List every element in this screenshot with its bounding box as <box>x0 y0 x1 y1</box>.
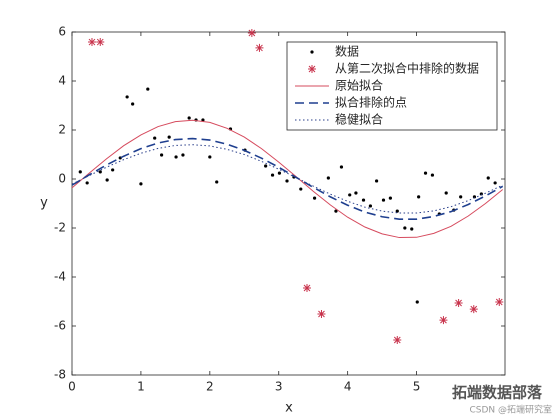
data-point <box>423 171 428 175</box>
data-point <box>146 87 150 91</box>
legend-label: 原始拟合 <box>335 78 383 93</box>
x-tick-label: 1 <box>137 380 145 394</box>
y-tick-label: 0 <box>58 172 66 186</box>
legend-label: 数据 <box>335 44 359 59</box>
data-point <box>78 170 82 174</box>
data-point <box>105 178 109 182</box>
data-point <box>98 170 102 174</box>
data-point <box>174 155 178 159</box>
y-tick-label: 6 <box>58 25 66 39</box>
data-point <box>264 164 268 168</box>
watermark: CSDN @拓端研究室 <box>469 404 552 416</box>
y-tick-label: -2 <box>54 221 66 235</box>
outlier-marker <box>255 43 264 52</box>
outlier-marker <box>495 297 504 306</box>
data-point <box>285 179 289 183</box>
x-tick-label: 4 <box>344 380 352 394</box>
legend-label: 从第二次拟合中排除的数据 <box>335 61 479 76</box>
x-tick-label: 5 <box>413 380 421 394</box>
data-point <box>395 209 399 213</box>
data-point <box>368 204 372 208</box>
data-point <box>334 209 338 213</box>
data-point <box>459 195 463 199</box>
data-point <box>417 195 421 199</box>
data-point <box>131 102 135 106</box>
data-point <box>270 173 275 177</box>
series <box>87 28 504 344</box>
data-point <box>215 180 219 184</box>
legend-symbol <box>310 50 314 54</box>
data-point <box>348 193 352 197</box>
fit-line <box>71 144 503 214</box>
data-point <box>361 198 366 202</box>
data-point <box>444 191 448 195</box>
outlier-marker <box>317 309 326 318</box>
fit-line <box>71 119 504 239</box>
data-point <box>277 171 282 175</box>
watermark: 拓端数据部落 <box>452 384 543 402</box>
outlier-marker <box>454 298 463 307</box>
data-point <box>493 181 497 185</box>
y-tick-label: 4 <box>58 74 66 88</box>
legend-label: 稳健拟合 <box>335 112 383 127</box>
outlier-marker <box>308 65 316 73</box>
data-point <box>374 179 379 183</box>
series <box>78 87 497 304</box>
series <box>71 144 503 214</box>
y-tick-label: -6 <box>54 319 66 333</box>
outlier-marker <box>302 284 311 293</box>
x-tick-label: 0 <box>68 380 76 394</box>
data-point <box>354 191 358 195</box>
outlier-marker <box>96 38 105 47</box>
data-point <box>339 165 344 169</box>
outlier-marker <box>87 38 96 47</box>
y-axis-label: y <box>40 196 48 211</box>
data-point <box>326 176 330 180</box>
data-point <box>430 173 435 177</box>
x-tick-label: 2 <box>206 380 214 394</box>
data-point <box>181 153 185 157</box>
data-point <box>299 187 303 191</box>
outlier-marker <box>393 335 402 344</box>
outlier-marker <box>247 28 256 37</box>
data-point <box>111 168 115 172</box>
outlier-marker <box>469 305 478 314</box>
series <box>71 119 504 239</box>
data-point <box>415 300 419 304</box>
data-point <box>381 198 386 202</box>
data-point <box>85 181 89 185</box>
data-point <box>125 95 129 99</box>
data-point <box>167 135 171 139</box>
fit-line <box>71 137 504 220</box>
outlier-marker <box>439 316 448 325</box>
data-point <box>410 227 414 231</box>
data-point <box>159 153 164 157</box>
data-point <box>201 118 205 122</box>
data-point <box>388 196 392 200</box>
data-point <box>403 226 407 230</box>
data-point <box>472 195 477 199</box>
y-tick-label: -8 <box>54 368 66 382</box>
x-axis-label: x <box>285 401 293 416</box>
data-point <box>312 196 317 200</box>
data-point <box>139 182 143 186</box>
legend-label: 拟合排除的点 <box>335 95 407 110</box>
data-point <box>187 116 191 120</box>
data-point <box>486 176 490 180</box>
y-tick-label: 2 <box>58 123 66 137</box>
data-point <box>153 136 157 140</box>
y-tick-label: -4 <box>54 270 66 284</box>
data-point <box>208 155 212 159</box>
x-tick-label: 3 <box>275 380 283 394</box>
series <box>71 137 504 220</box>
